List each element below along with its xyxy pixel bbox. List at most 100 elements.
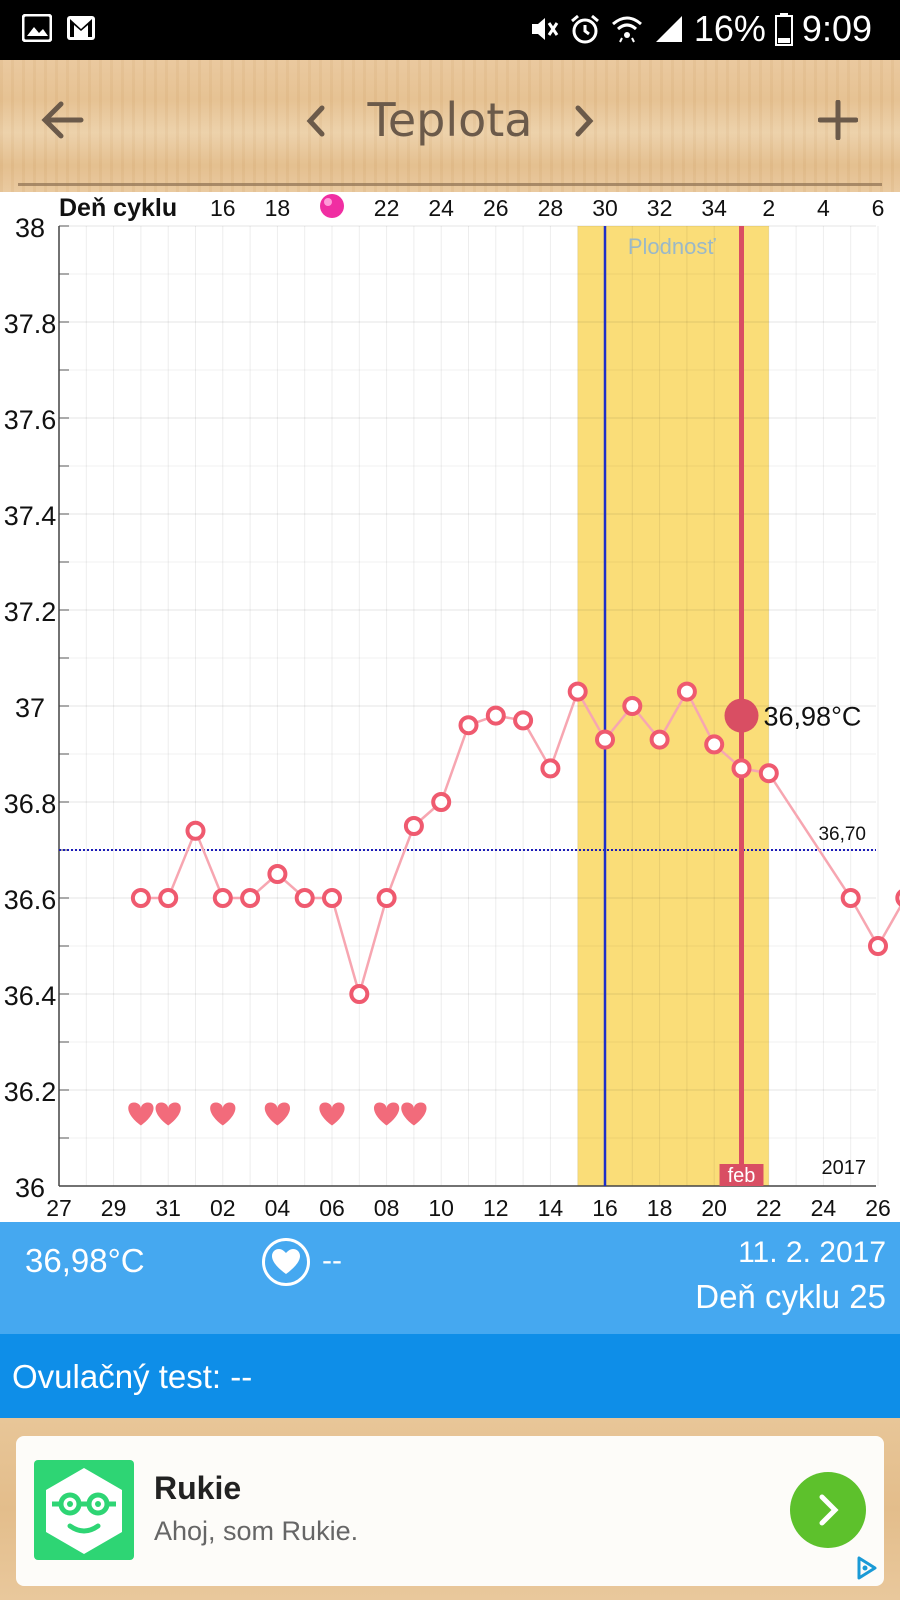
add-button[interactable]	[808, 90, 868, 150]
day-info-bar[interactable]: 36,98°C -- 11. 2. 2017 Deň cyklu 25	[0, 1222, 900, 1334]
heart-icon	[210, 1102, 236, 1126]
cycle-tick-label: 26	[483, 195, 509, 221]
battery-percent: 16%	[693, 8, 766, 49]
selected-temperature: 36,98°C	[25, 1242, 145, 1279]
temperature-point	[895, 889, 900, 907]
month-label: feb	[728, 1165, 756, 1187]
adchoices-icon[interactable]	[852, 1554, 880, 1582]
back-button[interactable]	[32, 90, 92, 150]
cycle-tick-label: 2	[762, 195, 775, 221]
temperature-point	[294, 888, 315, 908]
chevron-left-icon	[306, 105, 325, 137]
cycle-tick-label: 32	[647, 195, 673, 221]
temperature-point	[458, 715, 479, 736]
temperature-point	[130, 888, 151, 908]
cycle-tick-label: 30	[592, 195, 618, 221]
temperature-point	[840, 888, 861, 908]
page-title: Teplota	[367, 93, 533, 147]
temperature-point	[540, 758, 561, 779]
temperature-point	[622, 696, 643, 716]
date-tick-label: 31	[155, 1195, 181, 1221]
plus-icon	[818, 100, 858, 140]
coverline-label: 36,70	[818, 824, 866, 845]
ad-title: Rukie	[154, 1470, 242, 1506]
gmail-icon	[66, 14, 96, 42]
date-tick-label: 29	[101, 1195, 127, 1221]
temperature-point	[676, 681, 697, 702]
chart-svg[interactable]: PlodnosťMenzes36,70feb201736,98°C3636.23…	[0, 192, 900, 1222]
chevron-right-icon	[819, 1494, 839, 1526]
heart-icon	[319, 1102, 345, 1126]
temperature-point	[595, 729, 615, 750]
y-tick-label: 36.2	[4, 1077, 57, 1107]
y-tick-label: 37	[15, 693, 45, 723]
temperature-point	[567, 681, 588, 702]
heart-icon	[155, 1102, 181, 1126]
ad-banner[interactable]: Rukie Ahoj, som Rukie.	[16, 1436, 884, 1586]
temperature-point	[704, 734, 725, 755]
temperature-point	[376, 888, 397, 908]
arrow-left-icon	[41, 101, 84, 139]
temperature-point	[868, 936, 888, 956]
series-segment	[440, 724, 470, 803]
cycle-tick-label: 22	[374, 195, 400, 221]
date-tick-label: 16	[592, 1195, 618, 1221]
cycle-tick-label: 28	[538, 195, 564, 221]
temperature-point	[649, 729, 670, 750]
temperature-point	[212, 888, 233, 908]
y-tick-label: 36.8	[4, 789, 57, 819]
temperature-point	[485, 705, 506, 726]
temperature-point	[403, 816, 424, 836]
temperature-chart[interactable]: PlodnosťMenzes36,70feb201736,98°C3636.23…	[0, 192, 900, 1222]
date-tick-label: 12	[483, 1195, 509, 1221]
ovulation-test-bar[interactable]: Ovulačný test: --	[0, 1334, 900, 1418]
temperature-point	[349, 984, 370, 1004]
series-segment	[767, 772, 852, 899]
cycle-tick-label: 16	[210, 195, 236, 221]
temperature-point	[322, 888, 342, 908]
next-button[interactable]	[564, 96, 604, 146]
series-segment	[194, 830, 224, 899]
ovulation-marker-highlight	[324, 198, 332, 206]
battery-icon	[774, 13, 793, 46]
y-tick-label: 36	[15, 1173, 45, 1203]
fertility-label: Plodnosť	[628, 234, 717, 259]
cycle-tick-label: 4	[817, 195, 830, 221]
date-tick-label: 04	[265, 1195, 291, 1221]
ovulation-test-label: Ovulačný test: --	[12, 1358, 253, 1395]
series-segment	[549, 691, 579, 769]
date-tick-label: 24	[811, 1195, 837, 1221]
temperature-point	[158, 888, 179, 908]
date-tick-label: 02	[210, 1195, 236, 1221]
selected-point	[724, 698, 759, 733]
date-tick-label: 10	[428, 1195, 454, 1221]
date-tick-label: 06	[319, 1195, 345, 1221]
chevron-right-icon	[575, 105, 594, 137]
cycle-tick-label: 18	[265, 195, 291, 221]
clock: 9:09	[801, 8, 872, 49]
date-tick-label: 18	[647, 1195, 673, 1221]
ad-open-button[interactable]	[790, 1472, 866, 1548]
previous-button[interactable]	[296, 96, 336, 146]
y-tick-label: 38	[15, 213, 45, 243]
temperature-point	[431, 792, 452, 812]
wifi-icon	[611, 16, 642, 43]
series-segment	[330, 897, 361, 995]
y-tick-label: 37.2	[4, 597, 57, 627]
series-segment	[385, 825, 416, 899]
selected-date: 11. 2. 2017	[738, 1236, 886, 1269]
heart-icon	[401, 1102, 427, 1126]
date-tick-label: 14	[538, 1195, 564, 1221]
status-bar: 16% 9:09	[0, 0, 900, 60]
ovulation-marker-icon	[320, 194, 344, 218]
intercourse-button[interactable]	[262, 1238, 310, 1286]
ad-subtitle: Ahoj, som Rukie.	[154, 1516, 359, 1546]
y-tick-label: 37.6	[4, 405, 57, 435]
selected-point-label: 36,98°C	[764, 702, 862, 732]
temperature-point	[758, 763, 779, 784]
heart-icon	[373, 1102, 400, 1126]
cycle-axis-title: Deň cyklu	[59, 194, 177, 222]
temperature-point	[731, 758, 752, 779]
temperature-point	[185, 820, 206, 841]
cycle-tick-label: 6	[872, 195, 885, 221]
